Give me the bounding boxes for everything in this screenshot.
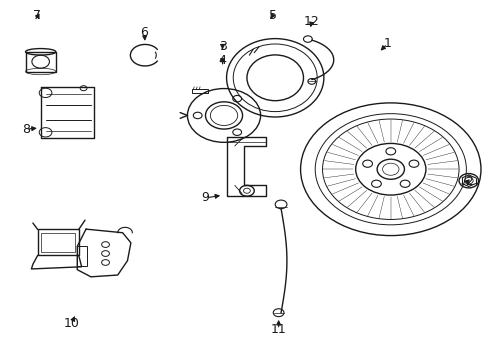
Text: 6: 6	[141, 27, 148, 40]
Text: 1: 1	[383, 37, 390, 50]
Text: 2: 2	[464, 175, 472, 188]
Bar	[25, 52, 56, 72]
Bar	[38, 229, 79, 255]
Text: 12: 12	[304, 15, 319, 28]
Text: 5: 5	[268, 9, 276, 22]
Text: 9: 9	[201, 192, 209, 204]
Text: 7: 7	[33, 9, 41, 22]
Text: 3: 3	[218, 40, 226, 53]
Text: 8: 8	[22, 122, 30, 136]
Text: 10: 10	[63, 317, 79, 330]
Bar	[77, 246, 87, 266]
Text: 11: 11	[270, 323, 286, 336]
Bar	[41, 233, 75, 252]
Bar	[192, 89, 207, 93]
Text: 4: 4	[218, 54, 226, 67]
